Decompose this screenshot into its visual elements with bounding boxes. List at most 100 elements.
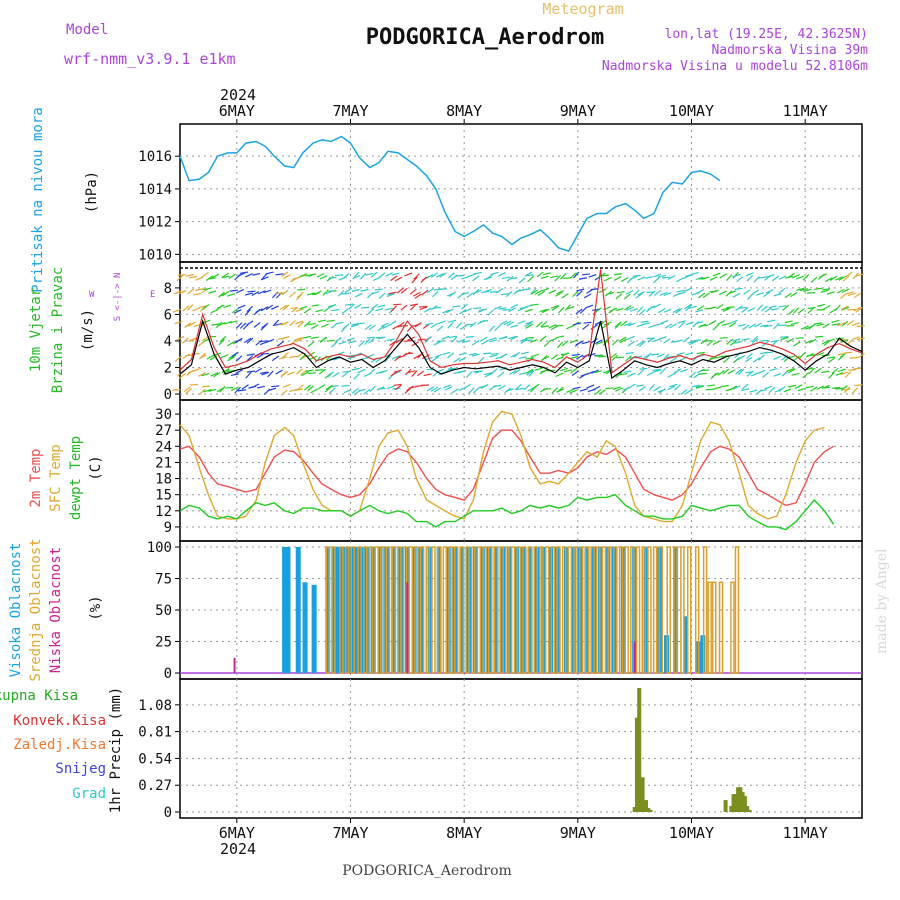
wind-arrow bbox=[477, 356, 485, 364]
wind-arrow bbox=[393, 369, 402, 373]
y-tick-label: 1014 bbox=[138, 182, 172, 198]
cloud-mid-bar bbox=[601, 546, 607, 674]
wind-arrow bbox=[757, 369, 766, 374]
wind-arrow bbox=[764, 351, 774, 354]
wind-arrow bbox=[451, 336, 458, 343]
wind-arrow bbox=[351, 288, 360, 292]
wind-arrow bbox=[518, 356, 527, 359]
wind-arrow bbox=[743, 289, 751, 295]
wind-arrow bbox=[433, 341, 442, 346]
wind-arrow bbox=[626, 306, 635, 311]
wind-arrow bbox=[436, 273, 444, 278]
wind-arrow bbox=[188, 321, 196, 327]
wind-arrow bbox=[396, 287, 404, 294]
wind-arrow bbox=[413, 273, 420, 280]
wind-arrow bbox=[614, 273, 623, 276]
wind-arrow bbox=[837, 322, 846, 327]
wind-arrow bbox=[235, 369, 243, 375]
wind-arrow bbox=[400, 287, 408, 294]
wind-arrow bbox=[394, 384, 402, 391]
cloud-high-bar bbox=[493, 547, 499, 673]
wind-arrow bbox=[244, 309, 251, 316]
wind-arrow bbox=[409, 288, 417, 295]
cloud-mid-bar bbox=[539, 546, 544, 674]
wind-arrow bbox=[297, 288, 306, 291]
wind-arrow bbox=[441, 335, 450, 341]
wind-arrow bbox=[698, 292, 706, 299]
wind-arrow bbox=[741, 383, 749, 390]
wind-arrow bbox=[195, 288, 204, 291]
wind-arrow bbox=[506, 321, 515, 327]
wind-arrow bbox=[790, 321, 799, 325]
wind-arrow bbox=[548, 324, 557, 329]
wind-arrow bbox=[247, 290, 256, 293]
wind-arrow bbox=[540, 321, 548, 328]
wind-arrow bbox=[325, 289, 334, 295]
wind-arrow bbox=[822, 288, 831, 291]
wind-arrow bbox=[619, 336, 627, 342]
wind-arrow bbox=[762, 371, 770, 378]
wind-arrow bbox=[550, 325, 559, 331]
wind-arrow bbox=[344, 287, 353, 293]
wind-arrow bbox=[787, 368, 796, 374]
wind-arrow bbox=[675, 277, 684, 283]
y-tick-label: 24 bbox=[155, 439, 172, 455]
wind-arrow bbox=[688, 305, 697, 309]
wind-arrow bbox=[685, 304, 692, 312]
wind-arrow bbox=[185, 273, 194, 277]
wind-arrow bbox=[472, 387, 480, 394]
wind-arrow bbox=[648, 324, 657, 329]
wind-arrow bbox=[628, 383, 636, 389]
y-tick-label: 25 bbox=[155, 635, 172, 651]
wind-arrow bbox=[500, 293, 509, 296]
wind-arrow bbox=[231, 351, 239, 358]
wind-gust-line bbox=[179, 269, 863, 374]
wind-arrow bbox=[299, 354, 306, 361]
cloud-mid-bar bbox=[448, 546, 453, 674]
wind-arrow bbox=[498, 307, 507, 310]
wind-arrow bbox=[658, 307, 666, 314]
legend-hail: Grad bbox=[72, 786, 106, 802]
wind-arrow bbox=[374, 288, 383, 291]
precip-bar bbox=[745, 806, 750, 812]
y-tick-label: 6 bbox=[164, 307, 172, 323]
wind-arrow bbox=[519, 337, 528, 342]
wind-arrow bbox=[721, 307, 730, 311]
wind-arrow bbox=[395, 338, 403, 344]
wind-arrow bbox=[245, 272, 253, 278]
wind-arrow bbox=[676, 352, 685, 356]
wind-arrow bbox=[185, 388, 193, 395]
wind-arrow bbox=[601, 323, 610, 329]
wind-arrow bbox=[695, 385, 704, 389]
wind-arrow bbox=[549, 337, 558, 342]
meteogram-label: Meteogram bbox=[542, 0, 623, 18]
cloud-mid-bar bbox=[325, 546, 331, 674]
wind-arrow bbox=[792, 355, 800, 362]
wind-arrow bbox=[234, 386, 241, 394]
wind-arrow bbox=[208, 335, 217, 338]
wind-arrow bbox=[357, 388, 366, 392]
wind-arrow bbox=[289, 319, 296, 327]
wind-arrow bbox=[773, 293, 782, 297]
wind-arrow bbox=[612, 386, 621, 391]
wind-arrow bbox=[664, 323, 673, 329]
wind-arrow bbox=[328, 276, 337, 279]
wind-arrow bbox=[289, 355, 298, 359]
cloud-high-bar bbox=[584, 547, 590, 673]
wind-arrow bbox=[348, 340, 357, 344]
cloud-high-bar bbox=[632, 547, 638, 673]
wind-arrow bbox=[294, 337, 303, 341]
wind-arrow bbox=[780, 336, 789, 341]
y-tick-label: 4 bbox=[164, 334, 172, 350]
wind-arrow bbox=[698, 372, 707, 375]
cloud-mid-bar bbox=[556, 546, 561, 674]
wind-arrow bbox=[619, 338, 627, 344]
wind-arrow bbox=[219, 385, 226, 393]
wind-arrow bbox=[786, 368, 795, 372]
wind-arrow bbox=[706, 384, 716, 387]
wind-arrow bbox=[311, 324, 319, 330]
wind-arrow bbox=[540, 369, 549, 373]
wind-arrow bbox=[840, 305, 849, 311]
wind-arrow bbox=[218, 338, 225, 346]
